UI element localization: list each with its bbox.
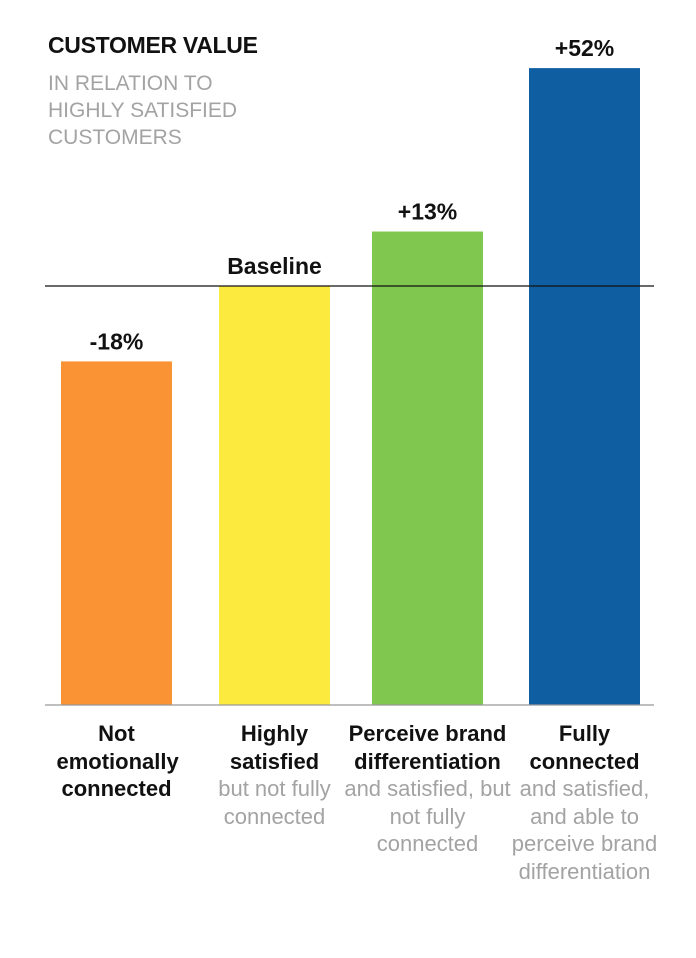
category-name: Not emotionally connected — [56, 721, 179, 801]
value-label: Baseline — [227, 253, 322, 279]
bar-0 — [61, 361, 172, 705]
value-label: -18% — [90, 328, 144, 354]
category-label: Fully connected and satisfied, and able t… — [510, 720, 660, 885]
category-name: Perceive brand differentiation — [348, 721, 507, 774]
category-label: Highly satisfied but not fully connected — [215, 720, 335, 830]
bar-2 — [372, 231, 483, 705]
category-label: Perceive brand differentiation and satisf… — [343, 720, 513, 858]
category-description: but not fully connected — [218, 776, 331, 829]
category-description: and satisfied, but not fully connected — [344, 776, 511, 856]
bar-3 — [529, 68, 640, 706]
bar-1 — [219, 286, 330, 705]
category-description: and satisfied, and able to perceive bran… — [511, 776, 658, 884]
value-label: +13% — [398, 199, 457, 225]
category-name: Highly satisfied — [229, 721, 320, 774]
chart-title: CUSTOMER VALUE — [48, 32, 258, 58]
category-label: Not emotionally connected — [56, 720, 179, 803]
category-name: Fully connected — [529, 721, 640, 774]
chart-subtitle: IN RELATION TO HIGHLY SATISFIED CUSTOMER… — [48, 72, 238, 149]
value-label: +52% — [555, 35, 614, 61]
